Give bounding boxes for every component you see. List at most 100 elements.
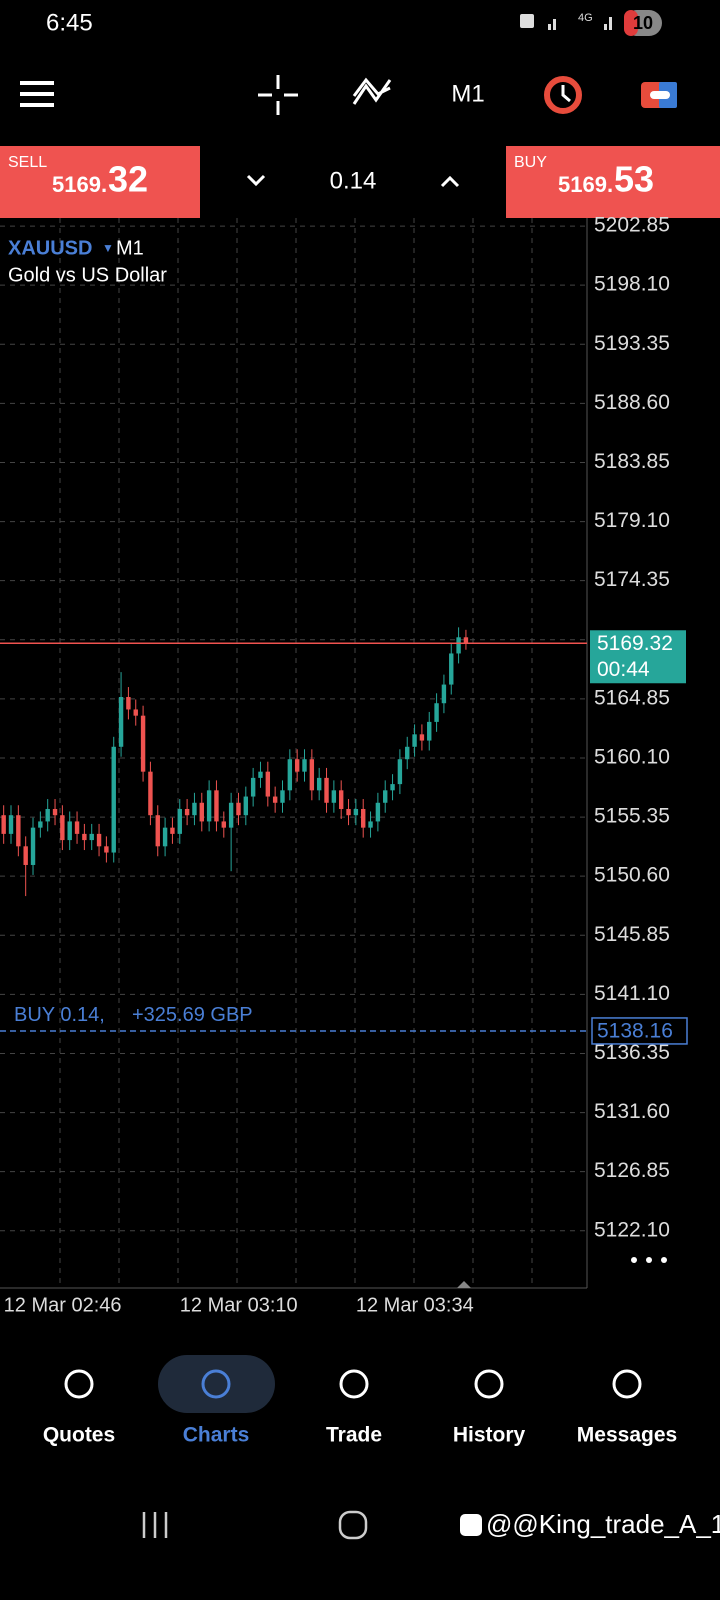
candle-body bbox=[67, 821, 72, 841]
y-tick-label: 5198.10 bbox=[594, 273, 670, 296]
candle-body bbox=[214, 790, 219, 822]
battery-level bbox=[624, 10, 638, 36]
signal bbox=[553, 19, 556, 30]
candle-body bbox=[375, 802, 381, 822]
candle-body bbox=[23, 846, 28, 865]
candle-body bbox=[140, 715, 146, 772]
candle-body bbox=[243, 796, 249, 816]
sell-button[interactable] bbox=[0, 146, 200, 218]
candle-body bbox=[8, 815, 14, 834]
position-label: BUY 0.14, bbox=[14, 1004, 105, 1026]
volume-down[interactable] bbox=[246, 174, 266, 187]
nav-item[interactable]: Charts bbox=[183, 1424, 250, 1447]
indicators-button[interactable] bbox=[352, 77, 392, 105]
candle-body bbox=[45, 808, 50, 822]
system-nav bbox=[142, 1510, 368, 1540]
y-tick-label: 5136.35 bbox=[594, 1041, 670, 1064]
symbol-caret: ▼ bbox=[102, 241, 114, 255]
candle-body bbox=[397, 759, 403, 785]
candle-body bbox=[192, 802, 197, 816]
candle-body bbox=[456, 637, 461, 654]
candle-body bbox=[236, 802, 241, 816]
candle-body bbox=[206, 790, 212, 822]
bar-countdown: 00:44 bbox=[597, 658, 650, 681]
candle-body bbox=[104, 846, 109, 853]
candle-body bbox=[1, 815, 6, 834]
y-tick-label: 5188.60 bbox=[594, 391, 670, 414]
buy-price: 5169. bbox=[558, 172, 613, 197]
candle-body bbox=[258, 771, 263, 778]
y-tick-label: 5131.60 bbox=[594, 1100, 670, 1123]
nav-icon bbox=[474, 1369, 504, 1399]
x-tick-label: 12 Mar 02:46 bbox=[4, 1294, 122, 1316]
candle-body bbox=[280, 790, 285, 803]
candle-body bbox=[30, 827, 36, 865]
candle-body bbox=[74, 821, 80, 834]
y-tick-label: 5193.35 bbox=[594, 332, 670, 355]
candle-body bbox=[419, 734, 425, 741]
nav-item[interactable]: Trade bbox=[326, 1424, 382, 1447]
more-button[interactable] bbox=[631, 1257, 667, 1263]
candle-body bbox=[228, 802, 234, 828]
candle-body bbox=[441, 684, 447, 704]
candle-body bbox=[133, 709, 138, 716]
sell-price: 5169. bbox=[52, 172, 107, 197]
candle-body bbox=[111, 746, 116, 853]
nav-item[interactable]: Quotes bbox=[43, 1424, 115, 1447]
menu-button[interactable] bbox=[20, 81, 54, 107]
nav-icon bbox=[64, 1369, 94, 1399]
candle-body bbox=[463, 637, 469, 644]
candle-body bbox=[155, 815, 160, 847]
candle-body bbox=[265, 771, 271, 797]
y-tick-label: 5174.35 bbox=[594, 568, 670, 591]
candle-body bbox=[294, 759, 300, 772]
candle-body bbox=[126, 697, 131, 710]
candle-body bbox=[148, 771, 153, 816]
candle-body bbox=[250, 777, 256, 797]
chart: 5202.85 5198.10 5193.35 5188.60 5183.85 5179.… bbox=[0, 214, 688, 1316]
status-icons: 4G bbox=[520, 10, 662, 36]
candle-body bbox=[346, 808, 351, 816]
candle-body bbox=[89, 833, 94, 841]
nav-item[interactable]: History bbox=[453, 1424, 526, 1447]
volume[interactable]: 0.14 bbox=[330, 167, 377, 194]
watermark: @@King_trade_A_1 bbox=[486, 1509, 720, 1539]
candle-body bbox=[405, 746, 410, 760]
y-tick-label: 5122.10 bbox=[594, 1218, 670, 1241]
candle-body bbox=[390, 784, 395, 791]
volume-up[interactable] bbox=[440, 175, 460, 188]
candle-body bbox=[309, 759, 315, 791]
candle-body bbox=[316, 777, 322, 791]
one-click-button[interactable] bbox=[544, 76, 582, 114]
nav-active-pill bbox=[158, 1355, 275, 1413]
signal bbox=[604, 24, 607, 30]
y-tick-label: 5145.85 bbox=[594, 923, 670, 946]
candle-body bbox=[353, 808, 359, 816]
home[interactable] bbox=[338, 1510, 368, 1540]
candle-body bbox=[383, 790, 388, 803]
candle-body bbox=[16, 815, 21, 847]
bid-price: 5169.32 bbox=[597, 632, 673, 655]
y-tick-label: 5160.10 bbox=[594, 746, 670, 769]
clock-hand bbox=[561, 85, 571, 103]
nav-item[interactable]: Messages bbox=[577, 1424, 677, 1447]
buy-price-big: 53 bbox=[614, 159, 654, 200]
crosshair-button[interactable] bbox=[258, 75, 298, 115]
symbol-description: Gold vs US Dollar bbox=[8, 264, 167, 286]
nav-icon bbox=[612, 1369, 642, 1399]
candle-body bbox=[170, 827, 175, 834]
bid-badge bbox=[590, 630, 686, 684]
x-tick-label: 12 Mar 03:10 bbox=[180, 1294, 298, 1316]
candle-body bbox=[199, 802, 204, 822]
candle-body bbox=[368, 821, 373, 828]
network: 4G bbox=[578, 12, 593, 24]
timeframe-button[interactable]: M1 bbox=[451, 80, 484, 107]
chart-timeframe: M1 bbox=[116, 237, 144, 259]
candle-body bbox=[338, 790, 344, 809]
y-tick-label: 5179.10 bbox=[594, 509, 670, 532]
buy-button[interactable] bbox=[506, 146, 720, 218]
candle-body bbox=[52, 808, 58, 816]
sell-price-big: 32 bbox=[108, 159, 148, 200]
